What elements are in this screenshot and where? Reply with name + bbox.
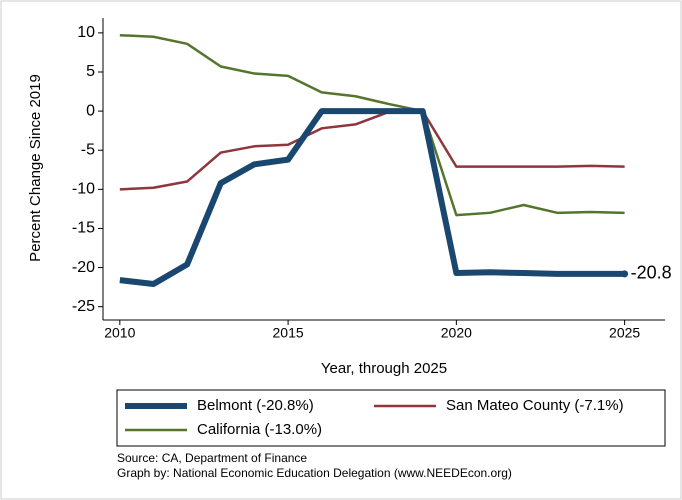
y-tick-label: -5 [81, 141, 95, 158]
series-line [119, 108, 625, 288]
y-tick-label: 0 [86, 102, 95, 119]
legend-label: California (-13.0%) [197, 421, 322, 438]
x-tick-label: 2020 [441, 325, 472, 341]
x-tick-label: 2010 [104, 325, 135, 341]
y-tick-label: -15 [72, 220, 95, 237]
source-note: Source: CA, Department of Finance [117, 451, 307, 465]
y-tick-label: 5 [86, 63, 95, 80]
y-tick-label: -20 [72, 259, 95, 276]
series-line [119, 109, 625, 191]
series-line [119, 33, 625, 217]
x-tick-label: 2015 [273, 325, 304, 341]
end-label: -20.8 [631, 263, 672, 283]
legend [116, 389, 666, 447]
y-tick-label: -25 [72, 298, 95, 315]
y-tick-label: 10 [77, 24, 95, 41]
y-axis-label: Percent Change Since 2019 [27, 74, 44, 262]
credit-note: Graph by: National Economic Education De… [117, 466, 512, 480]
x-axis-label: Year, through 2025 [321, 360, 447, 377]
legend-label: San Mateo County (-7.1%) [446, 397, 624, 414]
end-marker [621, 270, 629, 278]
y-tick-label: -10 [72, 181, 95, 198]
x-tick-label: 2025 [609, 325, 640, 341]
legend-label: Belmont (-20.8%) [197, 397, 314, 414]
